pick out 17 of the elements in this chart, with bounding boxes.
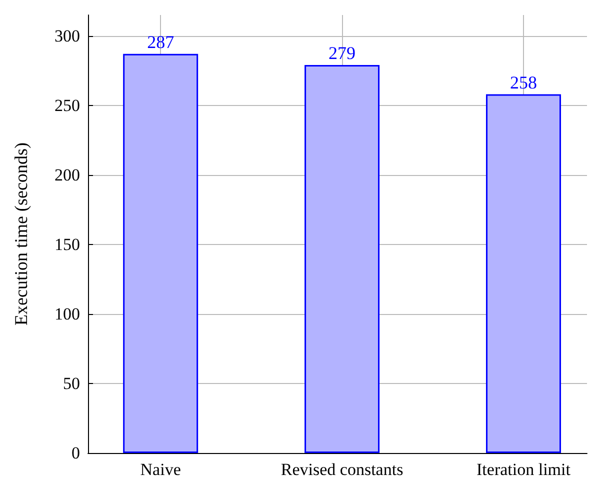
y-tick-label: 300 [54,26,80,46]
y-tick-label: 150 [54,234,80,254]
bar [486,94,561,453]
x-tick-label: Revised constants [280,460,404,479]
y-tick-label: 50 [63,374,80,393]
data-label: 287 [147,32,174,52]
y-axis-title: Execution time (seconds) [11,142,31,326]
y-tick-label: 0 [72,444,80,462]
bar [123,54,198,453]
x-tick-label: Iteration limit [476,460,571,479]
data-label: 279 [328,43,356,64]
y-tick-label: 250 [54,96,80,115]
y-tick-label: 100 [54,304,80,324]
x-tick-label: Naive [140,460,181,479]
y-tick-label: 200 [54,165,80,184]
data-label: 258 [510,72,537,92]
bar [304,65,380,453]
